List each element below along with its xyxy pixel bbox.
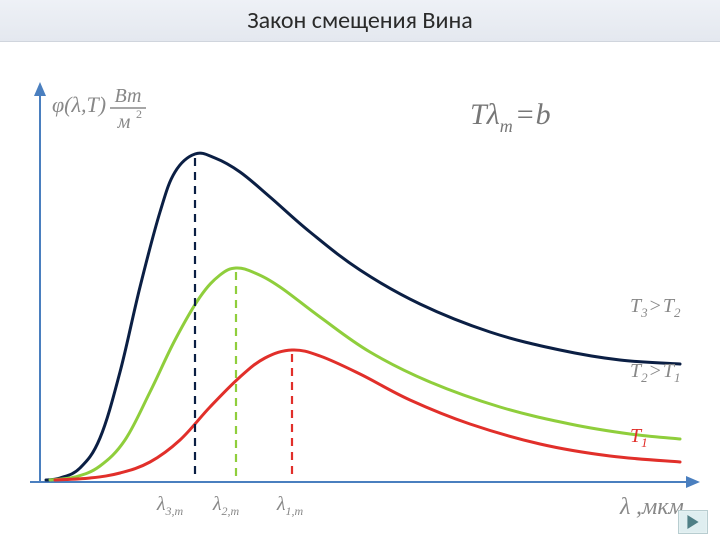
svg-text:λ3,m: λ3,m <box>156 493 184 518</box>
svg-text:2: 2 <box>136 107 142 121</box>
x-axis-label: λ,мкм <box>619 494 684 520</box>
curve-T3 <box>46 153 680 480</box>
svg-text:λ1,m: λ1,m <box>276 493 304 518</box>
peak-label-0: λ3,m <box>156 493 184 518</box>
y-axis-label: φ(λ,T) Вт м2 <box>52 85 146 133</box>
svg-text:T3>T2: T3>T2 <box>630 295 681 320</box>
svg-text:,мкм: ,мкм <box>636 494 684 520</box>
play-icon <box>686 515 700 529</box>
next-slide-button[interactable] <box>678 510 708 534</box>
y-axis-arrow <box>34 82 46 96</box>
svg-text:T1: T1 <box>630 425 648 450</box>
svg-text:φ(λ,T): φ(λ,T) <box>52 92 106 117</box>
peak-label-2: λ1,m <box>276 493 304 518</box>
wien-equation: Tλm=b <box>470 98 551 136</box>
curve-label-T3: T3>T2 <box>630 295 681 320</box>
curve-T1 <box>55 350 680 480</box>
x-axis-arrow <box>686 476 700 488</box>
curve-T2 <box>50 268 680 480</box>
svg-text:T2>T1: T2>T1 <box>630 360 681 385</box>
svg-text:λ: λ <box>619 494 630 520</box>
curve-label-T1: T1 <box>630 425 648 450</box>
svg-text:Tλm=b: Tλm=b <box>470 98 551 136</box>
chart-area: φ(λ,T) Вт м2 λ,мкм Tλm=b T3>T2 T2>T1 T1 λ3,m λ2,m… <box>0 42 720 540</box>
curve-label-T2: T2>T1 <box>630 360 681 385</box>
svg-text:Вт: Вт <box>115 85 142 107</box>
slide-title: Закон смещения Вина <box>0 0 720 42</box>
peak-label-1: λ2,m <box>212 493 240 518</box>
svg-text:λ2,m: λ2,m <box>212 493 240 518</box>
svg-text:м: м <box>117 111 131 133</box>
wien-chart: φ(λ,T) Вт м2 λ,мкм Tλm=b T3>T2 T2>T1 T1 λ3,m λ2,m… <box>0 42 720 540</box>
